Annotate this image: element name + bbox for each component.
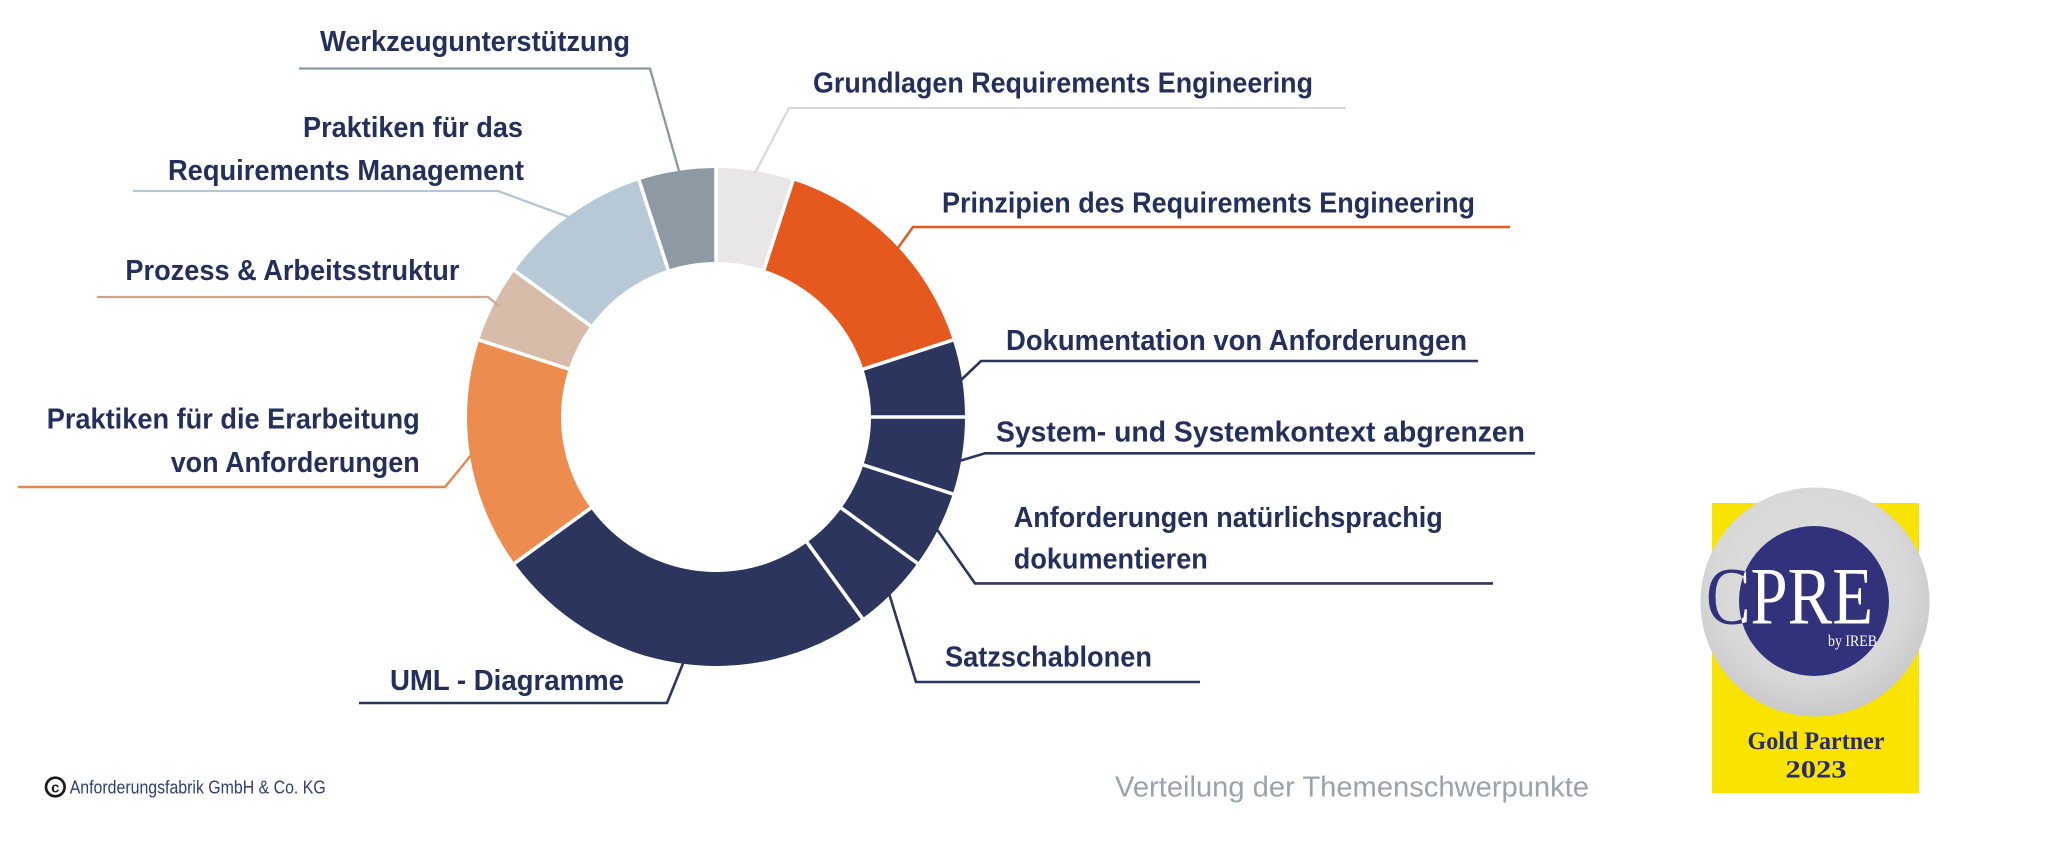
svg-text:Prozess & Arbeitsstruktur: Prozess & Arbeitsstruktur xyxy=(125,255,459,287)
svg-text:Grundlagen Requirements Engine: Grundlagen Requirements Engineering xyxy=(813,67,1313,99)
svg-text:dokumentieren: dokumentieren xyxy=(1014,543,1208,575)
svg-text:Prinzipien des Requirements En: Prinzipien des Requirements Engineering xyxy=(942,187,1475,219)
svg-text:Satzschablonen: Satzschablonen xyxy=(945,642,1152,674)
svg-text:UML - Diagramme: UML - Diagramme xyxy=(390,665,624,697)
svg-text:c: c xyxy=(51,780,59,797)
svg-text:Anforderungsfabrik GmbH & Co.: Anforderungsfabrik GmbH & Co. KG xyxy=(70,776,326,797)
svg-text:Praktiken für die Erarbeitung: Praktiken für die Erarbeitung xyxy=(47,404,420,436)
svg-text:Verteilung der Themenschwerpun: Verteilung der Themenschwerpunkte xyxy=(1115,772,1589,804)
svg-text:CPRE: CPRE xyxy=(1706,551,1873,642)
svg-text:2023: 2023 xyxy=(1786,757,1847,784)
svg-text:by IREB: by IREB xyxy=(1828,633,1877,650)
svg-text:Dokumentation von Anforderunge: Dokumentation von Anforderungen xyxy=(1006,325,1467,357)
svg-text:Werkzeugunterstützung: Werkzeugunterstützung xyxy=(320,26,630,58)
svg-text:Requirements Management: Requirements Management xyxy=(168,155,524,187)
svg-text:CPRE: CPRE xyxy=(1706,551,1873,642)
svg-text:Gold Partner: Gold Partner xyxy=(1748,728,1885,755)
svg-text:Praktiken für das: Praktiken für das xyxy=(303,112,523,144)
svg-text:System- und Systemkontext abgr: System- und Systemkontext abgrenzen xyxy=(996,417,1525,449)
svg-text:von Anforderungen: von Anforderungen xyxy=(171,447,420,479)
svg-text:Anforderungen natürlichsprachi: Anforderungen natürlichsprachig xyxy=(1014,502,1443,534)
